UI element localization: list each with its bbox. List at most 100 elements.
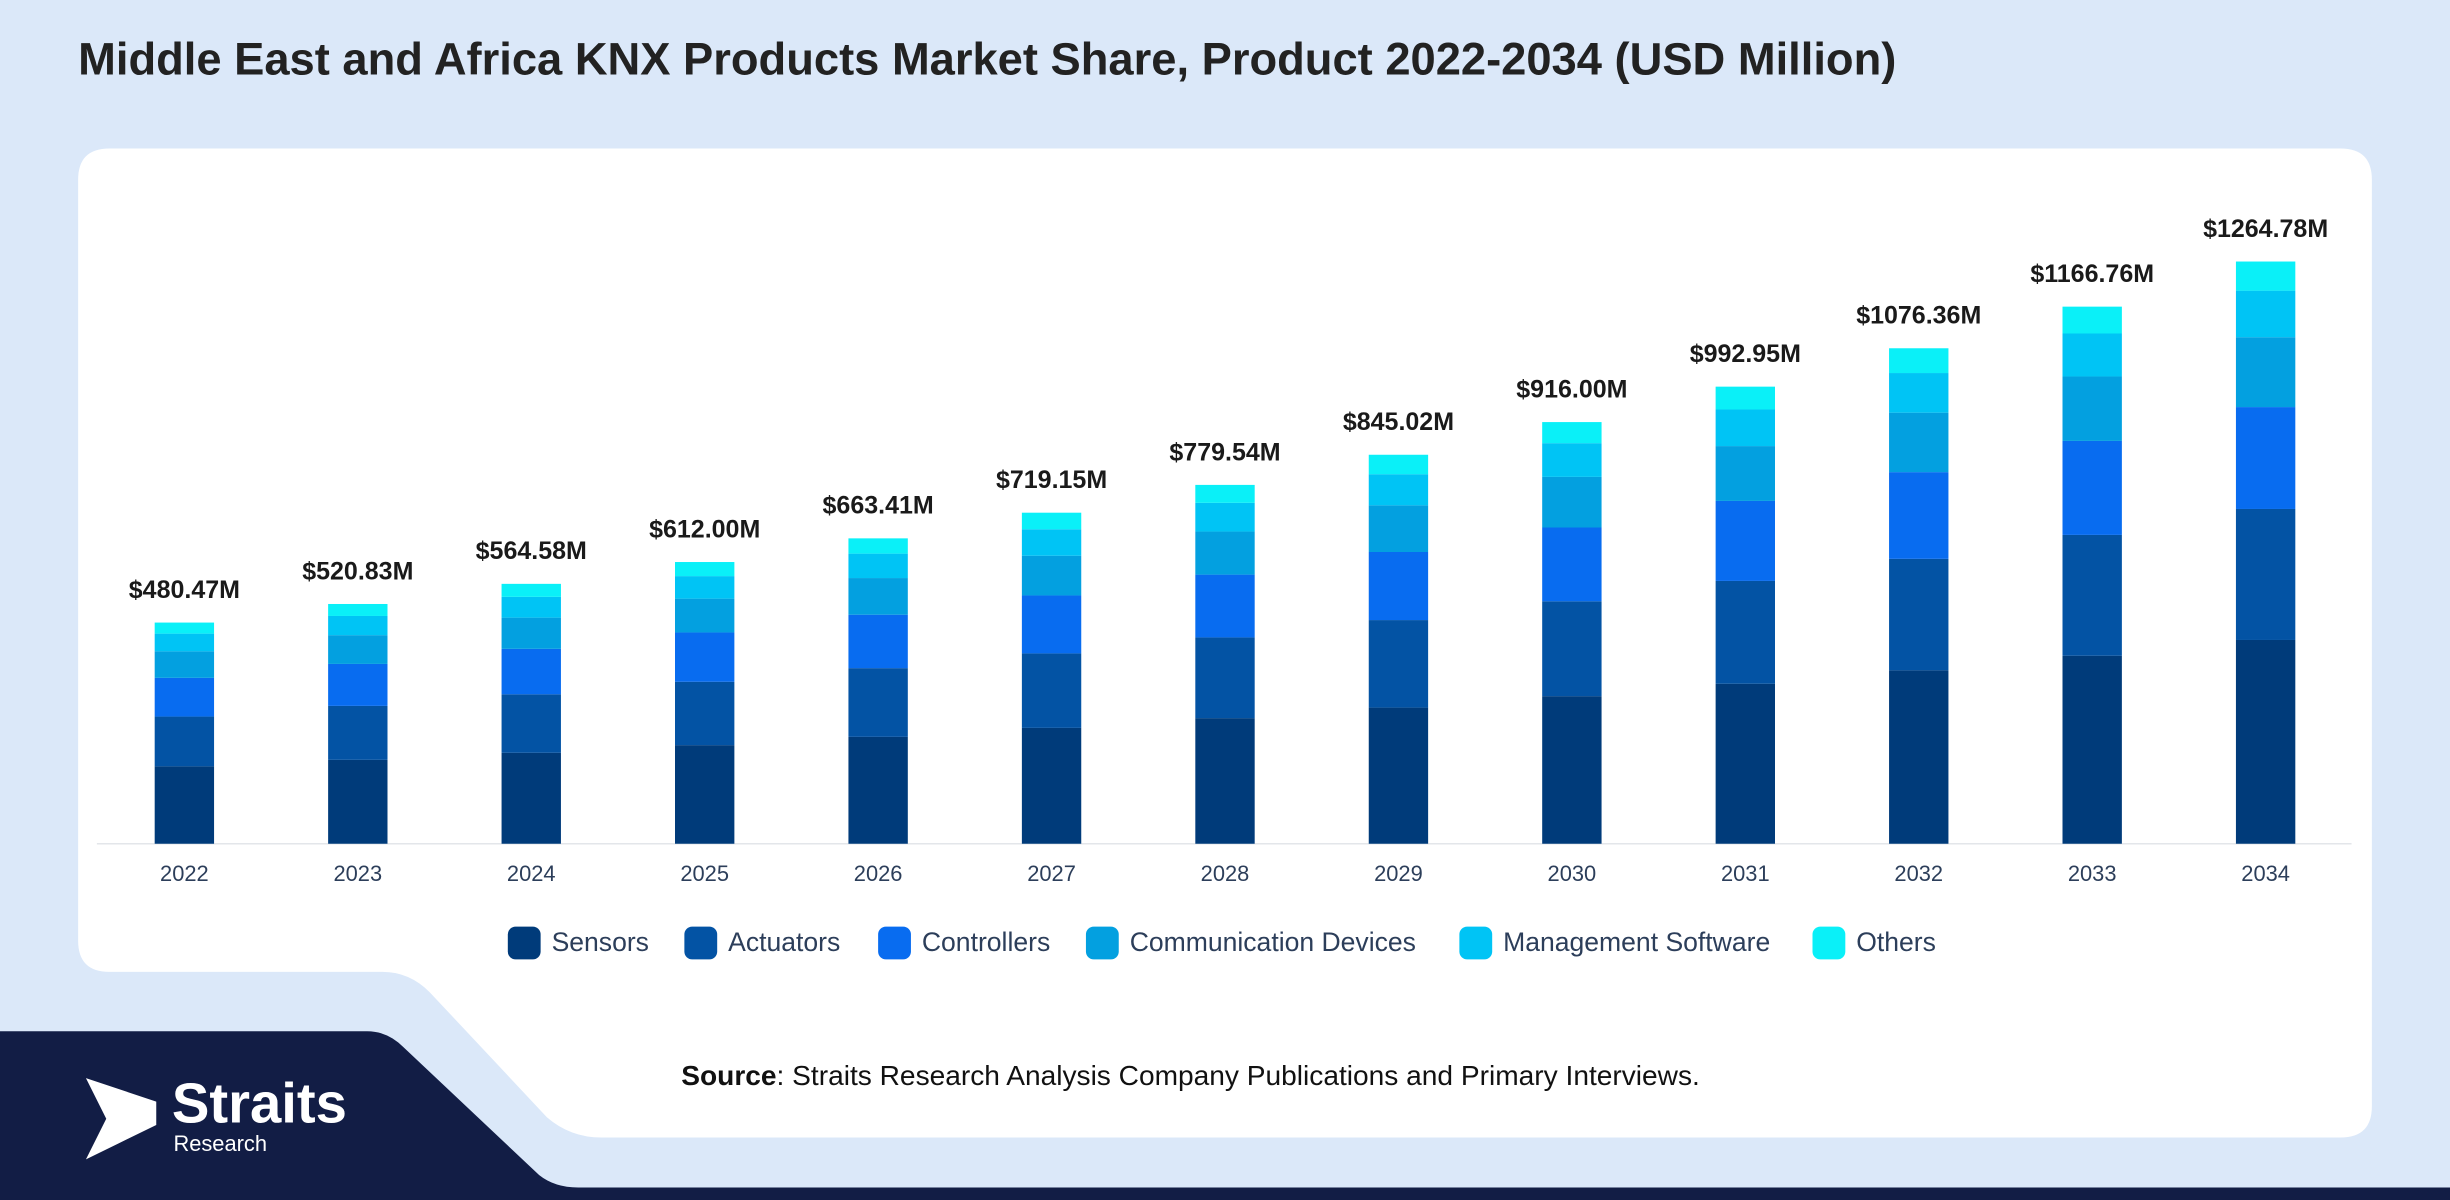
bar-segment [848, 538, 908, 554]
bar-segment [2235, 639, 2296, 844]
bar-segment [328, 759, 388, 844]
bar-segment [501, 617, 561, 649]
x-tick-label: 2027 [1027, 861, 1076, 886]
bar-segment [1368, 707, 1429, 844]
bar-segment [328, 603, 388, 616]
bar-segment [1715, 446, 1775, 501]
brand-sub: Research [173, 1131, 267, 1156]
bar-segment [1889, 373, 1949, 413]
brand-band [0, 1031, 2450, 1200]
x-tick-label: 2026 [854, 861, 903, 886]
bar-segment [154, 651, 215, 678]
bar-segment [2235, 508, 2296, 640]
bar-segment [1021, 653, 1082, 728]
bar-segment [1715, 409, 1775, 447]
legend-label: Communication Devices [1130, 927, 1416, 957]
bar-segment [1542, 443, 1602, 477]
bar-segment [1195, 502, 1255, 532]
total-label: $719.15M [996, 466, 1107, 494]
bar-segment [1195, 637, 1255, 719]
bar-segment [1889, 348, 1949, 374]
bar-segment [1195, 531, 1255, 575]
bar-segment [501, 694, 561, 753]
x-tick-label: 2033 [2068, 861, 2117, 886]
bar-segment [1542, 601, 1602, 697]
bar-segment [1542, 422, 1602, 444]
total-label: $663.41M [823, 492, 934, 520]
x-tick-label: 2029 [1374, 861, 1423, 886]
bar-segment [675, 681, 735, 746]
source-text: : Straits Research Analysis Company Publ… [777, 1061, 1700, 1092]
bar-segment [2235, 407, 2296, 509]
x-tick-label: 2031 [1721, 861, 1770, 886]
bar-segment [2062, 306, 2122, 334]
bar-segment [1368, 552, 1429, 621]
bar-segment [1542, 527, 1602, 602]
x-tick-label: 2024 [507, 861, 556, 886]
bar-segment [1368, 454, 1429, 475]
bar-segment [2062, 376, 2122, 441]
bar-segment [1195, 484, 1255, 503]
bar-segment [328, 635, 388, 664]
brand-logo [85, 1078, 157, 1160]
bar-segment [1368, 474, 1429, 506]
legend-swatch [878, 926, 911, 960]
bar-segment [1715, 683, 1775, 844]
source: Source: Straits Research Analysis Compan… [681, 1061, 1700, 1092]
total-label: $916.00M [1516, 375, 1627, 403]
bar-segment [1195, 574, 1255, 638]
bar-segment [1542, 476, 1602, 528]
total-label: $992.95M [1690, 340, 1801, 368]
legend-label: Controllers [922, 927, 1050, 957]
bar-segment [1889, 412, 1949, 473]
bar-segment [2235, 337, 2296, 408]
bar-segment [675, 576, 735, 599]
bar-segment [501, 648, 561, 695]
bar-segment [501, 752, 561, 844]
x-tick-label: 2028 [1201, 861, 1250, 886]
bar-segment [154, 633, 215, 652]
bar-segment [328, 615, 388, 636]
bar-segment [501, 583, 561, 597]
bar-segment [675, 562, 735, 577]
bar-segment [2062, 655, 2122, 844]
total-label: $520.83M [302, 557, 413, 585]
legend-swatch [1812, 926, 1846, 960]
total-label: $480.47M [129, 576, 240, 604]
bar-segment [848, 668, 908, 737]
bar-segment [2062, 534, 2122, 656]
bar-segment [501, 596, 561, 618]
source-label: Source [681, 1061, 776, 1092]
brand-name: Straits [172, 1072, 347, 1135]
bar-segment [1021, 727, 1082, 844]
x-tick-label: 2025 [680, 861, 729, 886]
bar-segment [675, 745, 735, 844]
legend-label: Others [1856, 927, 1936, 957]
bar-segment [1021, 555, 1082, 596]
bar-segment [1021, 595, 1082, 654]
bar-segment [1021, 529, 1082, 556]
bar-segment [2235, 261, 2296, 291]
bar-segment [1715, 386, 1775, 410]
total-label: $564.58M [476, 537, 587, 565]
bar-segment [154, 766, 215, 844]
bar-segment [154, 677, 215, 717]
bar-segment [848, 553, 908, 579]
total-label: $1166.76M [2030, 260, 2154, 288]
bar-segment [1195, 718, 1255, 844]
x-tick-label: 2032 [1894, 861, 1943, 886]
x-tick-label: 2022 [160, 861, 209, 886]
legend-label: Actuators [728, 927, 840, 957]
bar-segment [328, 705, 388, 760]
legend-label: Management Software [1503, 927, 1770, 957]
bar-segment [2062, 440, 2122, 535]
bar-segment [675, 598, 735, 633]
x-tick-label: 2034 [2241, 861, 2290, 886]
bar-segment [1715, 580, 1775, 684]
legend-swatch [684, 926, 718, 960]
total-label: $612.00M [649, 515, 760, 543]
total-label: $779.54M [1169, 438, 1280, 466]
total-label: $845.02M [1343, 408, 1454, 436]
bar-segment [1715, 500, 1775, 581]
total-label: $1076.36M [1856, 302, 1981, 330]
